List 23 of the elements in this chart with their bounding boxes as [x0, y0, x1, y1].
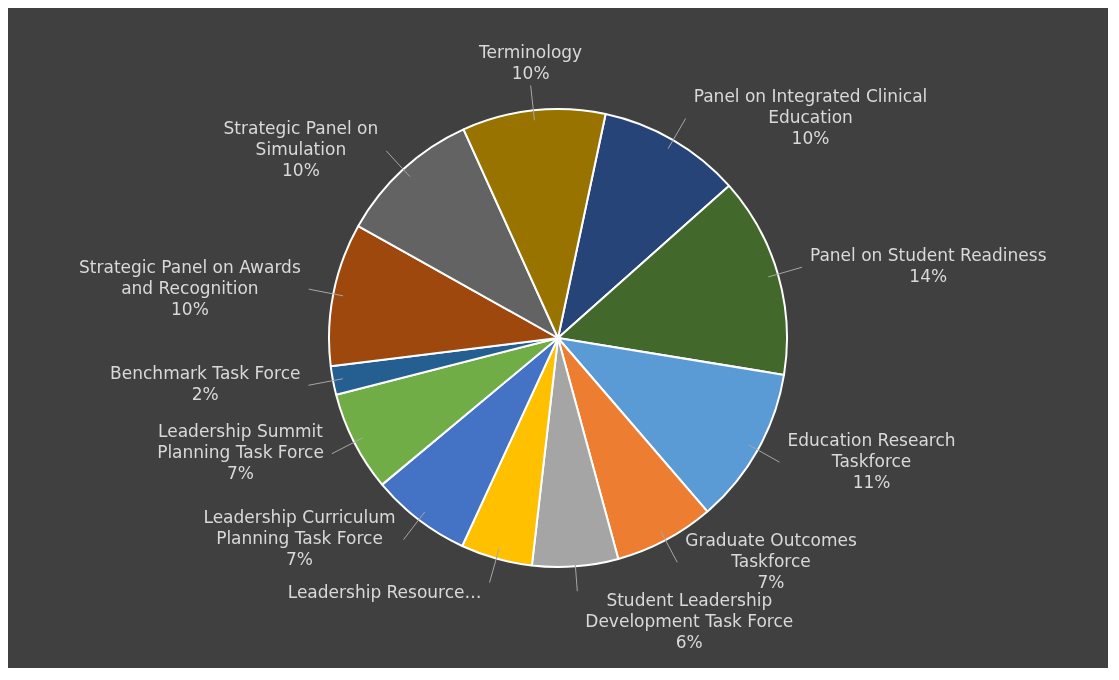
- slice-label: Leadership Resource…: [287, 581, 482, 602]
- data-label: 10%: [282, 160, 320, 181]
- data-label: 10%: [511, 63, 550, 84]
- data-label: 10%: [791, 127, 830, 148]
- slice-label: Strategic Panel on Awards and Recognition: [79, 256, 301, 298]
- slice-label: Education Research Taskforce: [787, 429, 956, 471]
- data-label: 2%: [191, 384, 219, 405]
- data-label: 14%: [909, 266, 948, 287]
- data-label: 7%: [227, 463, 254, 484]
- slice-label: Panel on Integrated Clinical Education: [693, 85, 928, 127]
- data-label: 7%: [757, 571, 785, 592]
- slice-label: Strategic Panel on Simulation: [223, 118, 379, 160]
- slice-label: Student Leadership Development Task Force: [585, 590, 794, 632]
- slice-label: Terminology: [478, 42, 583, 63]
- slice-label: Leadership Summit Planning Task Force: [157, 421, 324, 463]
- data-label: 6%: [675, 632, 703, 653]
- data-label: 10%: [171, 298, 209, 319]
- data-label: 11%: [852, 471, 891, 492]
- slice-label: Graduate Outcomes Taskforce: [685, 529, 857, 571]
- slice-label: Benchmark Task Force: [110, 363, 301, 384]
- slice-label: Leadership Curriculum Planning Task Force: [203, 507, 396, 549]
- data-label: 7%: [286, 549, 313, 570]
- slice-label: Panel on Student Readiness: [809, 245, 1047, 266]
